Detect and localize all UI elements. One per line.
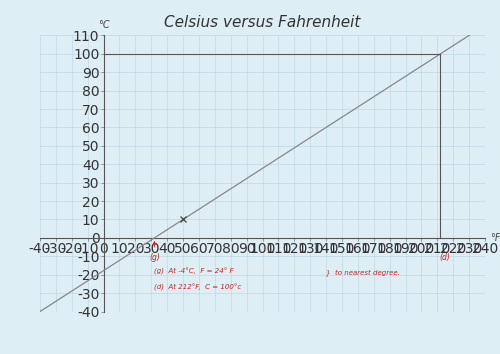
Text: (g)  At -4°C,  F = 24° F: (g) At -4°C, F = 24° F bbox=[154, 267, 234, 275]
Title: Celsius versus Fahrenheit: Celsius versus Fahrenheit bbox=[164, 15, 360, 30]
Text: °F: °F bbox=[490, 233, 500, 243]
Text: (d): (d) bbox=[440, 253, 450, 262]
Text: °C: °C bbox=[98, 20, 110, 30]
Text: (g): (g) bbox=[149, 241, 160, 262]
Text: (d)  At 212°F,  C = 100°c: (d) At 212°F, C = 100°c bbox=[154, 284, 242, 291]
Text: }  to nearest degree.: } to nearest degree. bbox=[326, 269, 400, 276]
